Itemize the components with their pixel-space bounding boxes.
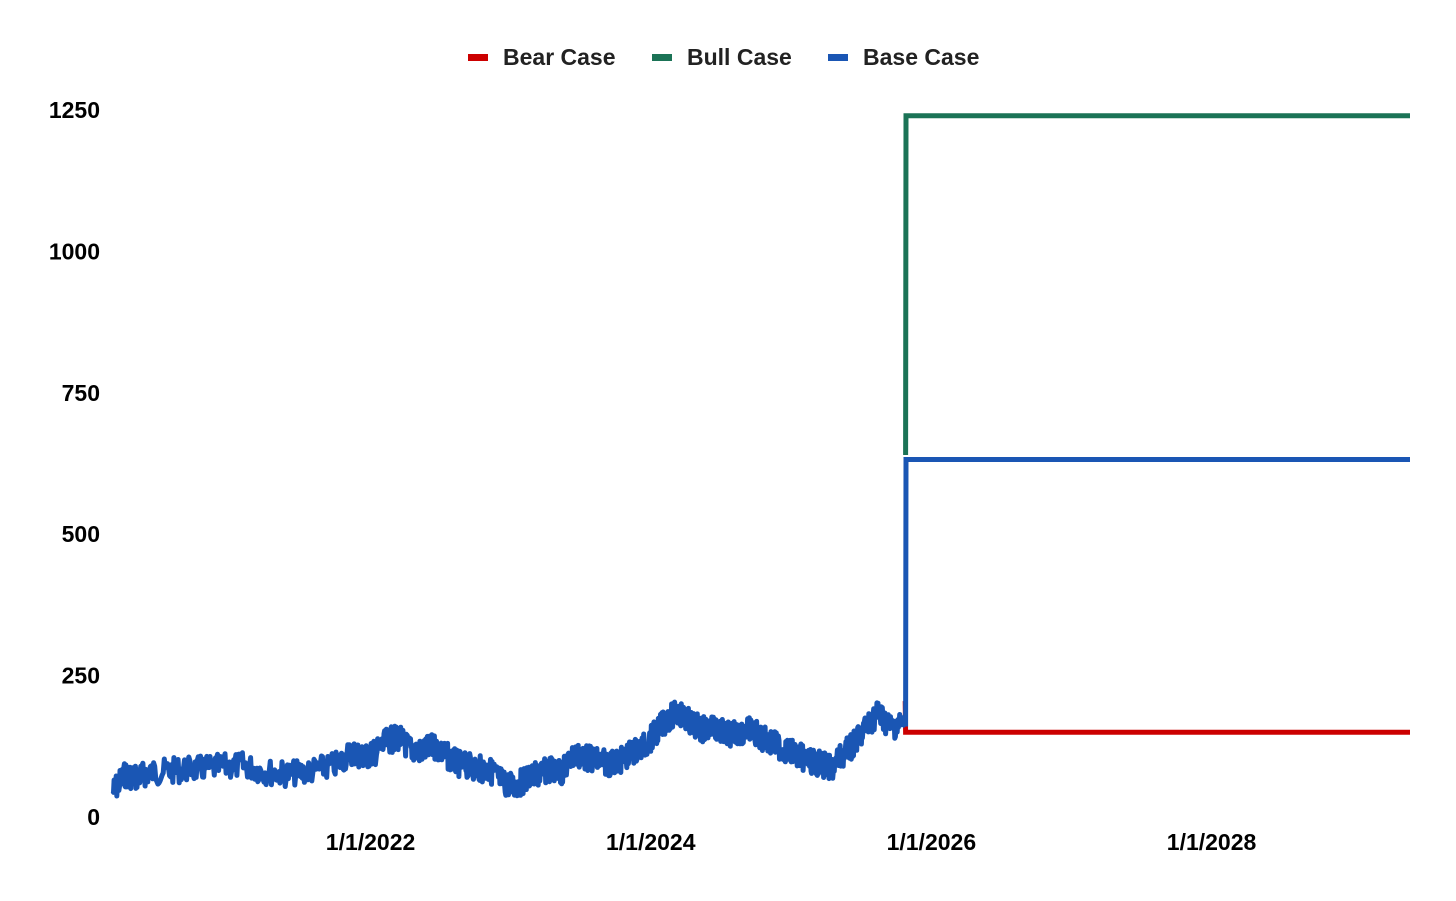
y-tick-label: 0: [87, 804, 100, 830]
legend-swatch: [652, 54, 672, 61]
y-tick-label: 1250: [49, 97, 100, 123]
x-axis: 1/1/2022 1/1/2024 1/1/2026 1/1/2028: [326, 829, 1257, 855]
legend-swatch: [828, 54, 848, 61]
legend-label: Base Case: [863, 44, 979, 70]
legend: Bear Case Bull Case Base Case: [468, 44, 979, 70]
legend-label: Bull Case: [687, 44, 792, 70]
y-axis: 0 250 500 750 1000 1250: [49, 97, 100, 830]
y-tick-label: 1000: [49, 238, 100, 264]
y-tick-label: 500: [62, 521, 100, 547]
legend-item: Bear Case: [468, 44, 616, 70]
y-tick-label: 250: [62, 663, 100, 689]
series-line-bull-case: [903, 113, 1410, 456]
series-line-base-case-projection: [903, 457, 1410, 727]
x-tick-label: 1/1/2026: [887, 829, 977, 855]
legend-label: Bear Case: [503, 44, 616, 70]
legend-swatch: [468, 54, 488, 61]
y-tick-label: 750: [62, 380, 100, 406]
x-tick-label: 1/1/2024: [606, 829, 696, 855]
series-line-bear-case: [902, 701, 1410, 735]
x-tick-label: 1/1/2022: [326, 829, 416, 855]
legend-item: Bull Case: [652, 44, 792, 70]
series-line-base-case-historical: [110, 699, 908, 799]
x-tick-label: 1/1/2028: [1167, 829, 1257, 855]
plot-area: [110, 113, 1410, 799]
legend-item: Base Case: [828, 44, 979, 70]
